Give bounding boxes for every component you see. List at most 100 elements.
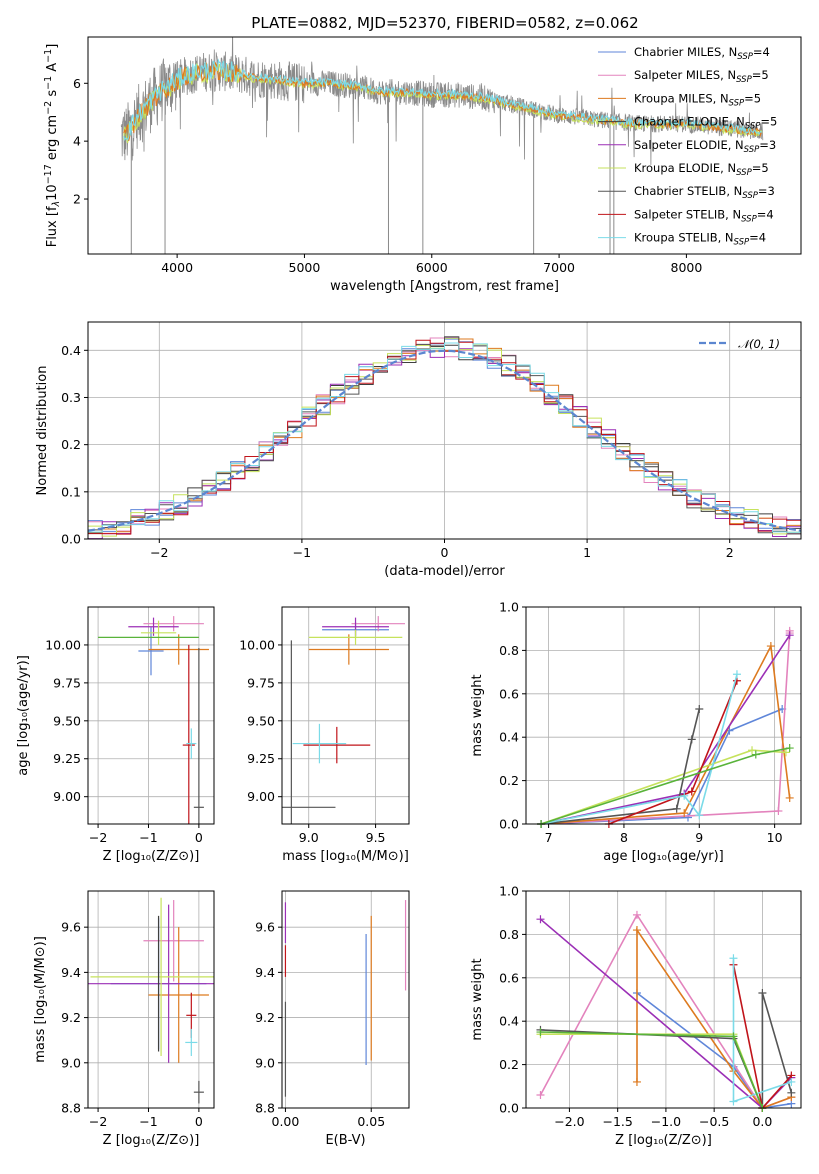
age-vs-Z-ytick-label: 9.75 <box>53 675 81 690</box>
legend-entry-7: Salpeter STELIB, NSSP=4 <box>634 207 774 224</box>
mass-weight-vs-age-marker-2 <box>680 809 689 818</box>
spectrum-ytick-label: 4 <box>73 134 81 149</box>
mass-vs-Z-xlabel: Z [log₁₀(Z/Z⊙)] <box>103 1133 200 1148</box>
mass-weight-vs-Z-marker-8 <box>729 1032 738 1041</box>
age-vs-mass-ytick-label: 9.25 <box>247 751 275 766</box>
mass-weight-vs-age-marker-4 <box>748 746 757 755</box>
mass-vs-EBV-xtick-label: 0.00 <box>272 1114 300 1129</box>
spectrum-xtick-label: 8000 <box>671 260 703 275</box>
mass-weight-vs-Z-marker-3 <box>536 915 545 924</box>
mass-weight-vs-Z-marker-5 <box>787 1088 796 1097</box>
age-vs-Z-xtick-label: 0 <box>195 830 203 845</box>
mass-weight-vs-age-xtick-label: 9 <box>695 830 703 845</box>
mass-weight-vs-Z-series-0 <box>636 992 792 1109</box>
mass-weight-vs-age-marker-6 <box>687 787 696 796</box>
mass-weight-vs-age-ytick-label: 1.0 <box>499 600 519 615</box>
mass-weight-vs-age-marker-7 <box>695 811 704 820</box>
legend-entry-3: Chabrier ELODIE, NSSP=5 <box>634 115 777 132</box>
mass-weight-vs-Z-ytick-label: 0.4 <box>499 1014 519 1029</box>
mass-vs-EBV-ytick-label: 9.6 <box>255 920 275 935</box>
mass-vs-EBV-ytick-label: 9.0 <box>255 1055 275 1070</box>
age-vs-Z-ytick-label: 9.00 <box>53 789 81 804</box>
age-vs-Z-ytick-label: 9.25 <box>53 751 81 766</box>
mass-weight-vs-age-xtick-label: 10 <box>767 830 783 845</box>
mass-vs-Z-ytick-label: 9.2 <box>61 1010 81 1025</box>
mass-vs-EBV-xtick-label: 0.05 <box>357 1114 385 1129</box>
mass-weight-vs-age-marker-5 <box>672 804 681 813</box>
residuals-ytick-label: 0.0 <box>61 532 81 547</box>
age-vs-mass-ytick-label: 10.00 <box>239 637 275 652</box>
mass-weight-vs-Z-marker-8 <box>536 1028 545 1037</box>
mass-weight-vs-age-marker-2 <box>766 642 775 651</box>
age-vs-Z-xtick-label: −1 <box>139 830 157 845</box>
legend-entry-0: Chabrier MILES, NSSP=4 <box>634 45 770 62</box>
age-vs-Z-ytick-label: 10.00 <box>45 637 81 652</box>
age-vs-mass-ytick-label: 9.00 <box>247 789 275 804</box>
residuals-ytick-label: 0.3 <box>61 390 81 405</box>
residuals-ytick-label: 0.2 <box>61 437 81 452</box>
spectrum-ylabel: Flux [fλ10−17 erg cm−2 s−1 A−1] <box>43 44 62 248</box>
mass-weight-vs-age-marker-7 <box>732 670 741 679</box>
normal-curve <box>88 349 801 532</box>
legend-entry-5: Kroupa ELODIE, NSSP=5 <box>634 161 769 178</box>
mass-weight-vs-age-marker-1 <box>774 806 783 815</box>
mass-vs-Z-plot-area <box>88 897 214 1104</box>
mass-weight-vs-Z-frame <box>525 890 802 1109</box>
mass-vs-Z-ytick-label: 9.0 <box>61 1055 81 1070</box>
mass-weight-vs-age-marker-3 <box>785 631 794 640</box>
normal-legend-label: 𝒩(0, 1) <box>738 337 780 351</box>
residuals-frame <box>87 321 802 540</box>
age-vs-mass-ytick-label: 9.75 <box>247 675 275 690</box>
mass-weight-vs-age-plot-area <box>537 626 794 828</box>
mass-vs-Z-xtick-label: 0 <box>195 1114 203 1129</box>
spectrum-xtick-label: 7000 <box>543 260 575 275</box>
mass-weight-vs-Z-ytick-label: 0.2 <box>499 1057 519 1072</box>
mass-vs-EBV-ytick-label: 9.2 <box>255 1010 275 1025</box>
age-vs-mass-frame <box>281 606 410 825</box>
mass-weight-vs-Z-xlabel: Z [log₁₀(Z/Z⊙)] <box>615 1133 712 1148</box>
age-vs-Z-ylabel: age [log₁₀(age/yr)] <box>16 655 31 776</box>
mass-weight-vs-age-ytick-label: 0.4 <box>499 730 519 745</box>
legend-entry-4: Salpeter ELODIE, NSSP=3 <box>634 138 776 155</box>
mass-vs-Z-xtick-label: −2 <box>89 1114 107 1129</box>
age-vs-Z-ytick-label: 9.50 <box>53 713 81 728</box>
residuals-xtick-label: −2 <box>150 545 168 560</box>
age-vs-mass-ytick-label: 9.50 <box>247 713 275 728</box>
mass-weight-vs-age-marker-8 <box>785 744 794 753</box>
age-vs-Z-xtick-label: −2 <box>89 830 107 845</box>
mass-weight-vs-Z-ytick-label: 0.8 <box>499 927 519 942</box>
residuals-xtick-label: −1 <box>293 545 311 560</box>
figure-title: PLATE=0882, MJD=52370, FIBERID=0582, z=0… <box>251 14 638 32</box>
mass-weight-vs-age-series-5 <box>541 708 701 825</box>
age-vs-Z-xlabel: Z [log₁₀(Z/Z⊙)] <box>103 849 200 864</box>
mass-weight-vs-age-xlabel: age [log₁₀(age/yr)] <box>603 849 724 864</box>
residuals-xtick-label: 2 <box>726 545 734 560</box>
mass-weight-vs-Z-marker-1 <box>632 910 641 919</box>
mass-vs-EBV-xlabel: E(B-V) <box>325 1133 365 1148</box>
spectrum-xtick-label: 4000 <box>161 260 193 275</box>
legend-entry-6: Chabrier STELIB, NSSP=3 <box>634 184 775 201</box>
mass-weight-vs-age-ylabel: mass weight <box>470 674 485 756</box>
mass-weight-vs-age-ytick-label: 0.2 <box>499 773 519 788</box>
spectrum-xtick-label: 5000 <box>289 260 321 275</box>
mass-weight-vs-age-ytick-label: 0.0 <box>499 817 519 832</box>
mass-weight-vs-age-marker-4 <box>781 748 790 757</box>
mass-weight-vs-Z-marker-7 <box>729 954 738 963</box>
histogram-8 <box>88 342 801 533</box>
mass-weight-vs-age-marker-7 <box>680 791 689 800</box>
mass-vs-Z-frame <box>87 890 215 1109</box>
residuals-ytick-label: 0.4 <box>61 343 81 358</box>
residuals-ylabel: Normed distribution <box>35 366 50 496</box>
mass-weight-vs-Z-xtick-label: −1.5 <box>602 1114 632 1129</box>
spectrum-xlabel: wavelength [Angstrom, rest frame] <box>330 279 559 294</box>
mass-weight-vs-Z-marker-5 <box>758 988 767 997</box>
mass-weight-vs-Z-ytick-label: 0.6 <box>499 970 519 985</box>
mass-vs-EBV-ytick-label: 9.4 <box>255 965 275 980</box>
mass-weight-vs-age-xtick-label: 7 <box>545 830 553 845</box>
mass-weight-vs-age-marker-2 <box>785 793 794 802</box>
mass-vs-EBV-frame <box>281 890 410 1109</box>
mass-vs-EBV-ytick-label: 8.8 <box>255 1101 275 1116</box>
legend-entry-8: Kroupa STELIB, NSSP=4 <box>634 231 766 248</box>
